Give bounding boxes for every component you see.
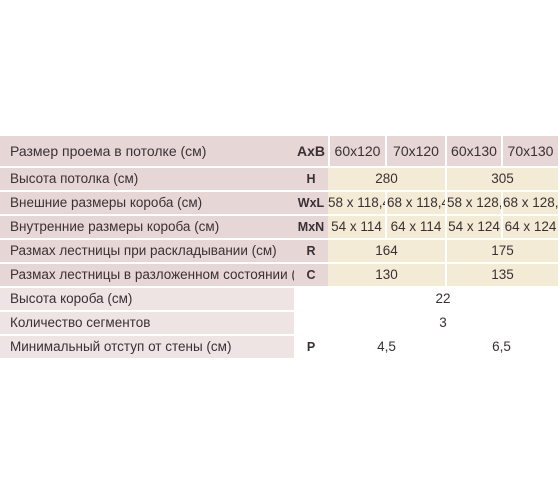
- row-label: Внутренние размеры короба (см): [0, 216, 294, 238]
- table-row-inner-box-size: Внутренние размеры короба (см) MxN 54 x …: [0, 216, 558, 238]
- row-value: 68 x 118,4: [385, 192, 445, 214]
- row-code: MxN: [294, 216, 328, 238]
- row-label: Размах лестницы при раскладывании (см): [0, 240, 294, 262]
- row-value: 22: [328, 288, 558, 310]
- row-value: 305: [445, 168, 558, 190]
- table-row-box-height: Высота короба (см) 22: [0, 288, 558, 310]
- row-code: [294, 312, 328, 334]
- row-value: 64 x 124: [501, 216, 558, 238]
- row-value: 6,5: [445, 336, 558, 358]
- row-code: AxB: [294, 136, 328, 166]
- row-value: 135: [445, 264, 558, 286]
- table-row-unfolded-span: Размах лестницы в разложенном состоянии …: [0, 264, 558, 286]
- size-header: 60x130: [445, 136, 501, 166]
- row-value: 3: [328, 312, 558, 334]
- row-value: 54 x 124: [445, 216, 501, 238]
- row-value: 164: [328, 240, 445, 262]
- row-value: 58 x 128,4: [445, 192, 501, 214]
- table-row-outer-box-size: Внешние размеры короба (см) WxL 58 x 118…: [0, 192, 558, 214]
- table-row-ceiling-opening: Размер проема в потолке (см) AxB 60x120 …: [0, 136, 558, 166]
- row-label: Высота потолка (см): [0, 168, 294, 190]
- row-label: Внешние размеры короба (см): [0, 192, 294, 214]
- row-value: 4,5: [328, 336, 445, 358]
- row-value: 130: [328, 264, 445, 286]
- size-header: 70x130: [501, 136, 558, 166]
- table-row-wall-clearance: Минимальный отступ от стены (см) P 4,5 6…: [0, 336, 558, 358]
- row-value: 280: [328, 168, 445, 190]
- row-label: Размер проема в потолке (см): [0, 136, 294, 166]
- row-value: 58 x 118,4: [328, 192, 385, 214]
- row-label: Минимальный отступ от стены (см): [0, 336, 294, 358]
- row-code: P: [294, 336, 328, 358]
- row-code: R: [294, 240, 328, 262]
- row-label: Размах лестницы в разложенном состоянии …: [0, 264, 294, 286]
- table-row-unfold-span: Размах лестницы при раскладывании (см) R…: [0, 240, 558, 262]
- row-code: [294, 288, 328, 310]
- row-value: 68 x 128,4: [501, 192, 558, 214]
- size-header: 70x120: [385, 136, 445, 166]
- table-row-segment-count: Количество сегментов 3: [0, 312, 558, 334]
- row-value: 54 x 114: [328, 216, 385, 238]
- row-code: C: [294, 264, 328, 286]
- size-header: 60x120: [328, 136, 385, 166]
- row-label: Количество сегментов: [0, 312, 294, 334]
- table-row-ceiling-height: Высота потолка (см) H 280 305: [0, 168, 558, 190]
- row-code: H: [294, 168, 328, 190]
- row-label: Высота короба (см): [0, 288, 294, 310]
- row-code: WxL: [294, 192, 328, 214]
- specifications-table: Размер проема в потолке (см) AxB 60x120 …: [0, 134, 558, 360]
- row-value: 64 x 114: [385, 216, 445, 238]
- row-value: 175: [445, 240, 558, 262]
